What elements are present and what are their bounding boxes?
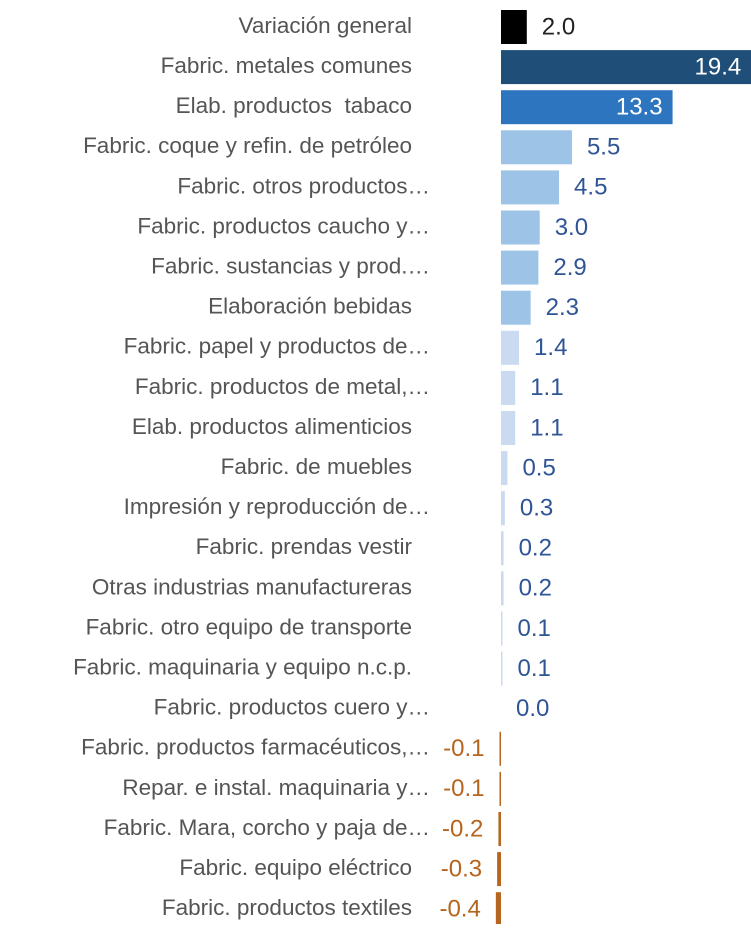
value-label: -0.1	[443, 775, 484, 802]
category-label: Fabric. maquinaria y equipo n.c.p.	[73, 655, 412, 680]
value-label: -0.4	[439, 896, 480, 923]
category-label: Fabric. otros productos…	[177, 173, 430, 198]
value-label: 2.9	[553, 254, 586, 281]
bar	[501, 210, 540, 245]
category-label: Fabric. prendas vestir	[196, 534, 413, 559]
bar	[501, 611, 503, 646]
category-label: Elaboración bebidas	[208, 294, 412, 319]
bar	[501, 531, 504, 566]
bar	[501, 10, 527, 44]
category-label: Fabric. coque y refin. de petróleo	[83, 133, 412, 158]
category-label: Fabric. productos farmacéuticos,…	[81, 735, 430, 760]
category-label: Fabric. metales comunes	[161, 53, 412, 78]
value-label: 5.5	[587, 134, 620, 161]
value-label: 0.2	[519, 535, 552, 562]
category-label: Fabric. productos textiles	[162, 895, 412, 920]
bar	[501, 571, 504, 606]
category-label: Otras industrias manufactureras	[92, 574, 412, 599]
value-label: 2.3	[546, 294, 579, 321]
bar	[501, 50, 751, 85]
bar	[501, 451, 508, 486]
category-label: Elab. productos tabaco	[176, 93, 412, 118]
value-label: 0.0	[516, 695, 549, 722]
bar	[501, 170, 560, 205]
value-label: 1.1	[530, 374, 563, 401]
category-label: Repar. e instal. maquinaria y…	[122, 775, 430, 800]
bar	[501, 651, 503, 686]
value-label: 0.1	[518, 655, 551, 682]
category-label: Impresión y reproducción de…	[124, 494, 430, 519]
bar	[497, 852, 501, 887]
bar	[501, 411, 516, 445]
category-label: Elab. productos alimenticios	[132, 414, 412, 439]
value-label: 2.0	[542, 13, 575, 40]
category-label: Fabric. sustancias y prod.…	[151, 254, 430, 279]
bar	[501, 290, 531, 325]
value-label: -0.1	[443, 735, 484, 762]
category-label: Fabric. otro equipo de transporte	[86, 614, 412, 639]
value-label: 1.1	[530, 414, 563, 441]
bar	[501, 250, 539, 285]
value-label: 0.5	[522, 454, 555, 481]
category-label: Fabric. Mara, corcho y paja de…	[104, 815, 430, 840]
category-label: Fabric. equipo eléctrico	[179, 855, 412, 880]
category-label: Fabric. productos de metal,…	[135, 374, 430, 399]
category-label: Fabric. productos cuero y…	[154, 695, 430, 720]
value-label: 19.4	[695, 53, 742, 80]
bar	[499, 731, 501, 766]
bar	[501, 370, 516, 405]
bar	[501, 130, 572, 165]
bar	[499, 771, 501, 806]
value-label: -0.2	[442, 815, 483, 842]
bar	[501, 491, 505, 526]
value-label: 0.1	[518, 615, 551, 642]
category-label: Fabric. papel y productos de…	[124, 334, 430, 359]
value-label: 1.4	[534, 334, 567, 361]
value-label: -0.3	[441, 855, 482, 882]
value-label: 3.0	[555, 214, 588, 241]
category-label: Fabric. de muebles	[221, 454, 412, 479]
category-label: Variación general	[239, 13, 412, 38]
value-label: 0.2	[519, 575, 552, 602]
category-label: Fabric. productos caucho y…	[137, 213, 430, 238]
bar	[501, 90, 673, 125]
bar	[501, 330, 520, 365]
bar	[498, 812, 501, 846]
value-label: 0.3	[520, 495, 553, 522]
value-label: 4.5	[574, 174, 607, 201]
value-label: 13.3	[616, 94, 663, 121]
bar	[495, 892, 501, 927]
